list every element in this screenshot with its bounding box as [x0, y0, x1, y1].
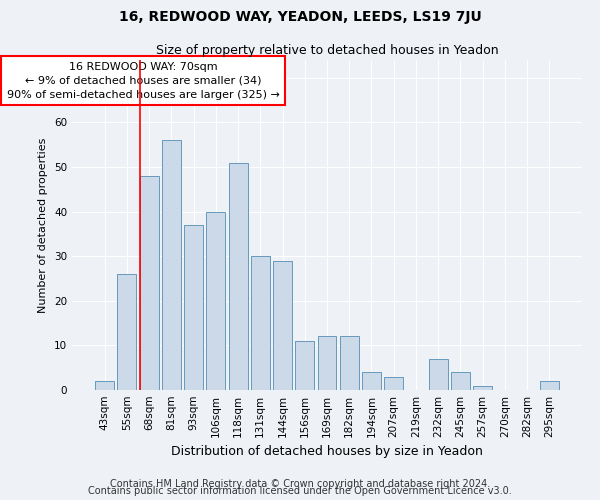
Bar [317, 336, 337, 390]
Y-axis label: Number of detached properties: Number of detached properties [38, 138, 49, 312]
Title: Size of property relative to detached houses in Yeadon: Size of property relative to detached ho… [155, 44, 499, 58]
Bar [340, 336, 359, 390]
Bar [540, 381, 559, 390]
Bar [384, 376, 403, 390]
Bar [206, 212, 225, 390]
Bar [451, 372, 470, 390]
X-axis label: Distribution of detached houses by size in Yeadon: Distribution of detached houses by size … [171, 446, 483, 458]
Bar [429, 359, 448, 390]
Bar [140, 176, 158, 390]
Bar [229, 162, 248, 390]
Bar [184, 225, 203, 390]
Bar [362, 372, 381, 390]
Text: 16 REDWOOD WAY: 70sqm
← 9% of detached houses are smaller (34)
90% of semi-detac: 16 REDWOOD WAY: 70sqm ← 9% of detached h… [7, 62, 280, 100]
Bar [95, 381, 114, 390]
Text: 16, REDWOOD WAY, YEADON, LEEDS, LS19 7JU: 16, REDWOOD WAY, YEADON, LEEDS, LS19 7JU [119, 10, 481, 24]
Text: Contains HM Land Registry data © Crown copyright and database right 2024.: Contains HM Land Registry data © Crown c… [110, 479, 490, 489]
Bar [162, 140, 181, 390]
Bar [295, 341, 314, 390]
Bar [118, 274, 136, 390]
Text: Contains public sector information licensed under the Open Government Licence v3: Contains public sector information licen… [88, 486, 512, 496]
Bar [251, 256, 270, 390]
Bar [473, 386, 492, 390]
Bar [273, 260, 292, 390]
